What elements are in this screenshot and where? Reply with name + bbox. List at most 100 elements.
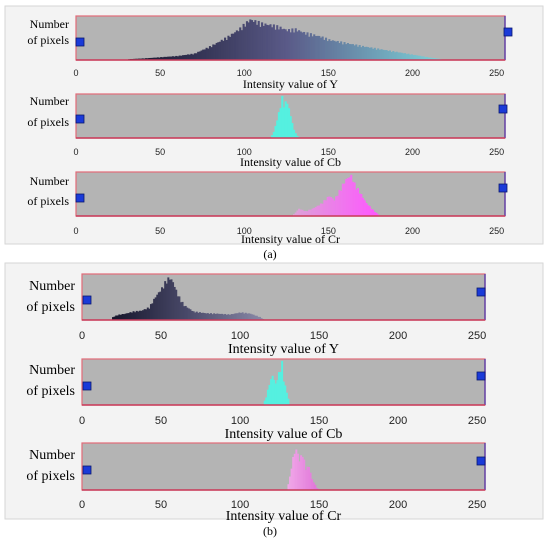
histogram-bar (289, 32, 292, 60)
histogram-bar (309, 209, 312, 216)
histogram-bar (203, 49, 206, 60)
range-min-handle[interactable] (82, 381, 92, 391)
x-tick-label: 200 (389, 415, 407, 427)
range-max-handle[interactable] (498, 104, 508, 114)
histogram-bar (425, 56, 429, 60)
histogram-bar (193, 53, 196, 60)
histogram-bar (257, 20, 260, 60)
histogram-bar (200, 50, 203, 60)
histogram-bar (242, 23, 245, 60)
histogram-bar (221, 313, 224, 320)
histogram-bar (345, 179, 348, 216)
histogram-bar (240, 313, 243, 320)
histogram-bar (338, 189, 341, 216)
histogram-bar (367, 47, 370, 60)
range-max-handle[interactable] (498, 183, 508, 193)
histogram-bar (281, 29, 284, 60)
plot-area (81, 442, 486, 491)
range-max-handle[interactable] (476, 371, 486, 381)
histogram-bar (274, 383, 277, 405)
histogram-bar (185, 54, 188, 60)
histogram-bar (263, 400, 266, 405)
histogram-bar (306, 211, 309, 216)
x-tick-label: 50 (155, 68, 165, 78)
histogram-bars (263, 361, 290, 405)
histogram-bar (304, 34, 307, 60)
range-min-handle[interactable] (75, 193, 85, 203)
histogram-bar (195, 311, 198, 320)
histogram-bar (343, 183, 346, 216)
histogram-bar (261, 22, 264, 61)
histogram-bar (287, 29, 291, 60)
histogram-bar (255, 315, 258, 320)
histogram-bar (333, 40, 336, 60)
histogram-bar (276, 380, 279, 405)
histogram-bar (314, 36, 317, 60)
histogram-bar (356, 46, 360, 60)
histogram-bar (319, 37, 323, 60)
range-min-handle[interactable] (82, 465, 92, 475)
histogram-bar (198, 51, 201, 60)
histogram-bar (363, 47, 366, 60)
histogram-bar (279, 26, 282, 60)
histogram-bar (124, 313, 127, 320)
histogram-bar (340, 41, 343, 60)
histogram-bar (362, 45, 365, 60)
histogram-bar (392, 51, 395, 60)
histogram-bar (264, 23, 267, 60)
histogram-bar (222, 314, 225, 320)
histogram-bar (360, 194, 363, 216)
histogram-bar (116, 315, 119, 320)
histogram-bar (233, 313, 236, 320)
histogram-bar (143, 309, 146, 320)
histogram-bar (395, 51, 398, 60)
range-min-handle[interactable] (75, 37, 85, 47)
histogram-bar (277, 112, 280, 138)
histogram-bar (316, 35, 319, 60)
x-tick-label: 150 (310, 330, 328, 342)
range-min-handle[interactable] (75, 114, 85, 124)
range-max-handle[interactable] (476, 456, 486, 466)
x-tick-label: 150 (310, 415, 328, 427)
histogram-bar (150, 57, 153, 60)
x-tick-label: 100 (237, 226, 252, 236)
histogram-bar (287, 108, 291, 138)
range-max-handle[interactable] (476, 287, 486, 297)
histogram-bar (138, 58, 141, 60)
histogram-bar (323, 200, 326, 216)
histogram-bar (181, 55, 185, 60)
histogram-bar (331, 40, 334, 60)
histogram-bar (167, 277, 170, 320)
histogram-bar (281, 96, 284, 138)
histogram-bar (313, 207, 316, 216)
histogram-bar (259, 316, 261, 320)
histogram-bar (186, 307, 189, 320)
y-axis-label: of pixels (27, 33, 69, 47)
histogram-bar (145, 309, 148, 320)
histogram-bar (208, 313, 211, 320)
y-axis-label: of pixels (27, 194, 69, 208)
histogram-bar (291, 28, 294, 60)
histogram-bar (429, 57, 432, 60)
histogram-bar (341, 44, 344, 60)
histogram-bar (422, 56, 425, 60)
range-min-handle[interactable] (82, 295, 92, 305)
histogram-bar (187, 54, 190, 60)
histogram-bar (430, 57, 434, 60)
histogram-bar (205, 47, 208, 60)
histogram-bars (271, 96, 301, 138)
histogram-bar (197, 51, 200, 60)
histogram-bar (324, 200, 328, 216)
histogram-bar (298, 461, 301, 490)
histogram-bar (365, 202, 368, 216)
histogram-bar (291, 123, 294, 138)
range-max-handle[interactable] (503, 27, 513, 37)
histogram-bar (187, 308, 190, 320)
histogram-bar (189, 309, 192, 320)
histogram-bar (183, 55, 186, 60)
histogram-bar (363, 200, 366, 216)
histogram-bar (370, 208, 373, 216)
histogram-bar (336, 40, 339, 60)
histogram-bar (324, 37, 328, 60)
histogram-bar (203, 313, 206, 320)
